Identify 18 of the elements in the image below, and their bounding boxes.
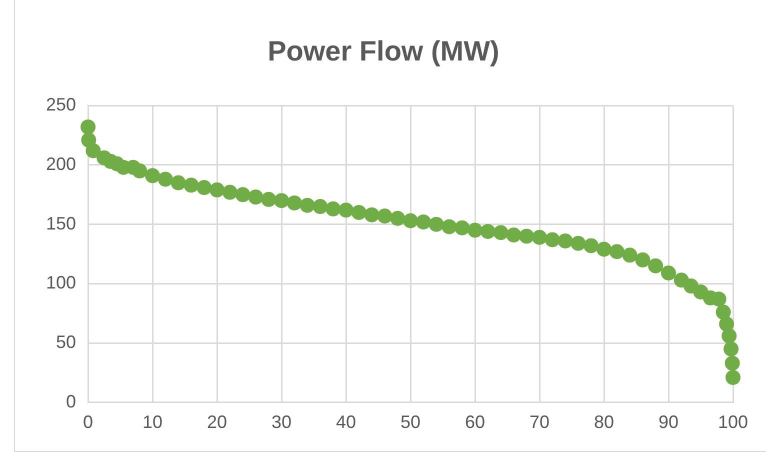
y-tick-label: 250 <box>46 94 76 115</box>
x-tick-label: 80 <box>594 412 614 432</box>
x-tick-label: 100 <box>718 412 748 432</box>
y-tick-label: 150 <box>46 213 76 234</box>
x-tick-label: 20 <box>207 412 228 432</box>
y-tick-label: 100 <box>46 272 76 293</box>
y-tick-label: 200 <box>46 154 76 174</box>
x-tick-label: 0 <box>83 412 94 432</box>
y-tick-label: 50 <box>56 332 76 352</box>
chart-title: Power Flow (MW) <box>268 36 500 67</box>
x-tick-label: 60 <box>464 412 486 432</box>
x-tick-label: 90 <box>658 412 679 432</box>
x-tick-label: 40 <box>336 412 356 432</box>
x-tick-label: 50 <box>400 412 421 432</box>
x-tick-label: 30 <box>272 412 292 432</box>
x-tick-label: 10 <box>142 412 163 432</box>
y-tick-label: 0 <box>66 391 76 412</box>
x-tick-label: 70 <box>529 412 550 432</box>
